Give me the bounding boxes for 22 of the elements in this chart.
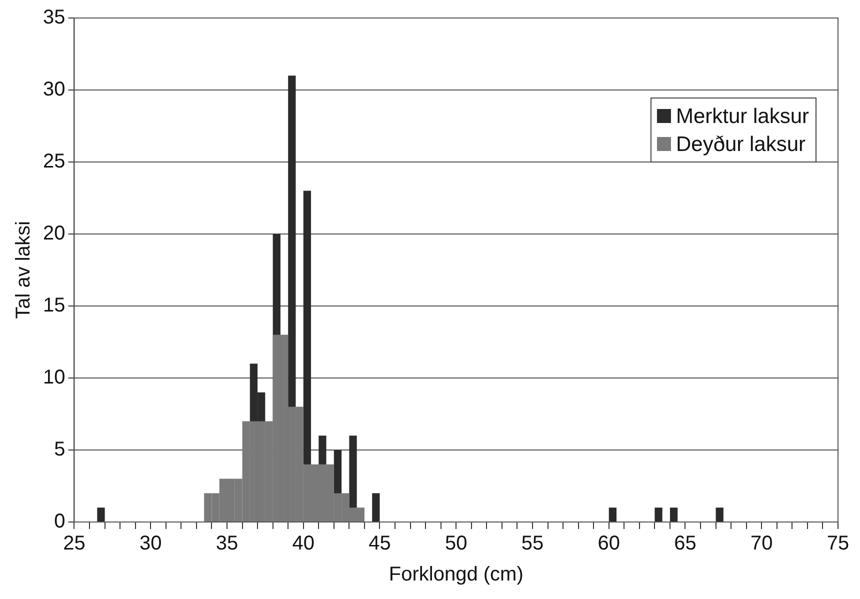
y-tick-label: 30: [42, 78, 66, 101]
legend-label: Deyður laksur: [676, 132, 806, 156]
x-tick-label: 55: [521, 532, 544, 555]
y-tick-label: 35: [42, 6, 66, 29]
y-tick-label: 5: [54, 438, 66, 461]
x-tick-label: 75: [826, 532, 850, 555]
y-tick-label: 0: [54, 510, 66, 533]
y-tick-label: 20: [42, 222, 66, 245]
x-tick-label: 35: [216, 532, 238, 555]
x-axis-title: Forklongd (cm): [388, 564, 524, 586]
x-tick-label: 70: [750, 532, 773, 555]
y-tick-label: 15: [42, 294, 66, 317]
x-tick-label: 60: [598, 532, 620, 555]
x-tick-label: 40: [292, 532, 314, 555]
y-tick-label: 10: [42, 366, 66, 389]
legend-label: Merktur laksur: [676, 104, 810, 128]
x-tick-label: 30: [139, 532, 162, 555]
x-tick-label: 65: [674, 532, 696, 555]
x-tick-label: 45: [368, 532, 391, 555]
x-tick-label: 50: [445, 532, 468, 555]
y-tick-label: 25: [42, 150, 66, 173]
y-axis-title: Tal av laksi: [12, 221, 35, 319]
